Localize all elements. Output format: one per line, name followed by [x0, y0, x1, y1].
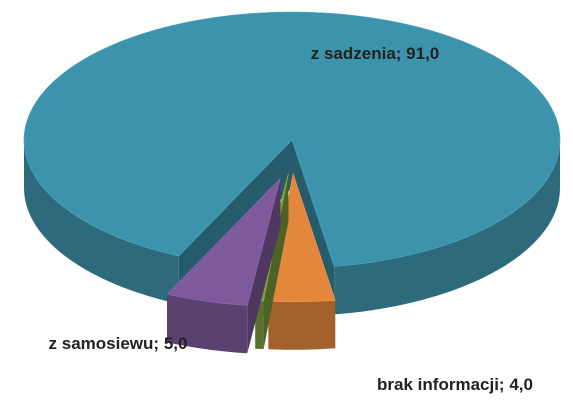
label-category: z sadzenia	[311, 44, 397, 63]
data-label: z sadzenia; 91,0	[311, 44, 440, 63]
data-label: z samosiewu; 5,0	[49, 334, 188, 353]
slice-outer-side	[24, 140, 179, 304]
slice-outer-side	[334, 140, 560, 315]
slice	[166, 177, 281, 354]
slice-top	[268, 172, 336, 303]
slice-outer-side	[167, 294, 248, 354]
slice-top	[166, 177, 281, 306]
label-value: 5,0	[164, 334, 188, 353]
slice-outer-side	[268, 300, 336, 350]
slice-top	[23, 11, 561, 267]
label-separator: ;	[499, 375, 509, 394]
label-value: 91,0	[406, 44, 439, 63]
slice	[268, 172, 336, 350]
label-separator: ;	[153, 334, 163, 353]
label-separator: ;	[396, 44, 406, 63]
data-label: brak informacji; 4,0	[377, 375, 533, 394]
label-value: 4,0	[509, 375, 533, 394]
label-category: brak informacji	[377, 375, 499, 394]
label-category: z samosiewu	[49, 334, 154, 353]
